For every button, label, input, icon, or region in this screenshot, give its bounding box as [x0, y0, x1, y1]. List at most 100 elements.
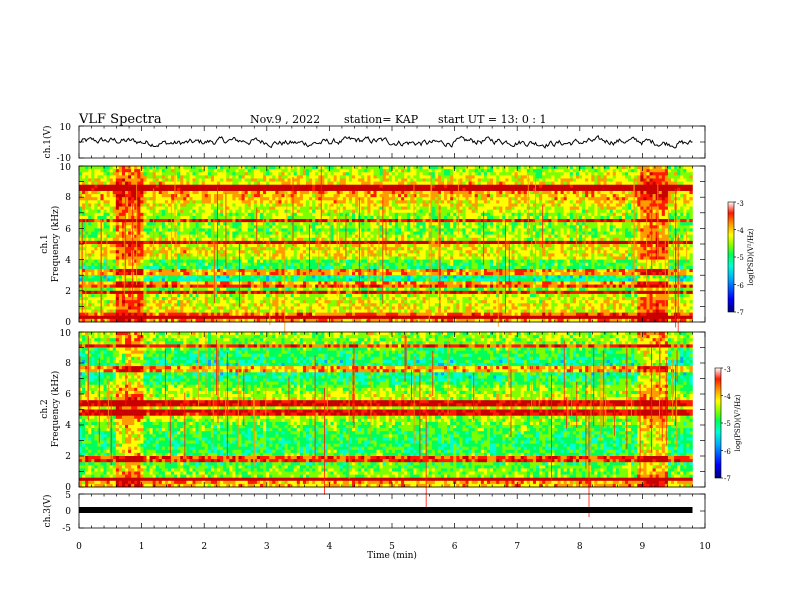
- spectrogram-cell: [486, 200, 491, 204]
- spectrogram-cell: [195, 197, 199, 201]
- spectrogram-cell: [548, 212, 552, 217]
- spectrogram-cell: [428, 225, 433, 229]
- spectrogram-cell: [263, 237, 267, 242]
- spectrogram-cell: [367, 219, 371, 223]
- spectrogram-cell: [407, 231, 411, 235]
- spectrogram-cell: [217, 206, 221, 210]
- spectrogram-cell: [664, 181, 669, 186]
- spectrogram-cell: [97, 237, 101, 242]
- spectrogram-cell: [628, 215, 632, 220]
- spectrogram-cell: [474, 175, 479, 179]
- spectrogram-cell: [103, 166, 107, 170]
- spectrogram-cell: [229, 169, 233, 173]
- spectrogram-cell: [566, 200, 571, 204]
- spectrogram-cell: [305, 209, 310, 214]
- spectrogram-cell: [207, 206, 212, 210]
- spectrogram-cell: [109, 172, 114, 176]
- spectrogram-cell: [542, 231, 546, 235]
- spectrogram-cell: [143, 240, 147, 245]
- spectrogram-cell: [272, 166, 276, 170]
- spectrogram-cell: [192, 228, 196, 232]
- spectrogram-cell: [615, 178, 620, 182]
- spectrogram-cell: [606, 225, 610, 229]
- spectrogram-cell: [201, 172, 206, 176]
- spectrogram-cell: [253, 166, 258, 170]
- spectrogram-cell: [88, 240, 92, 245]
- spectrogram-cell: [272, 209, 276, 214]
- spectrogram-cell: [235, 197, 239, 201]
- spectrogram-cell: [578, 200, 583, 204]
- spectrogram-cell: [486, 197, 491, 201]
- spectrogram-cell: [97, 181, 101, 186]
- spectrogram-cell: [502, 172, 506, 176]
- spectrogram-cell: [410, 215, 414, 220]
- spectrogram-cell: [259, 203, 264, 207]
- spectrogram-cell: [140, 197, 144, 201]
- spectrogram-cell: [180, 166, 184, 170]
- spectrogram-cell: [416, 190, 420, 195]
- spectrogram-cell: [453, 172, 457, 176]
- spectrogram-cell: [459, 200, 463, 204]
- spectrogram-cell: [336, 206, 341, 210]
- spectrogram-cell: [121, 231, 126, 235]
- spectrogram-cell: [149, 194, 153, 198]
- spectrogram-cell: [404, 225, 408, 229]
- spectrogram-cell: [266, 206, 270, 210]
- spectrogram-cell: [134, 184, 138, 189]
- spectrogram-cell: [100, 184, 104, 189]
- spectrogram-cell: [361, 225, 365, 229]
- spectrogram-cell: [309, 200, 313, 204]
- spectrogram-cell: [667, 212, 672, 217]
- spectrogram-cell: [241, 203, 245, 207]
- spectrogram-cell: [140, 194, 144, 198]
- spectrogram-cell: [259, 175, 264, 179]
- spectrogram-cell: [422, 209, 426, 214]
- spectrogram-cell: [615, 169, 620, 173]
- spectrogram-cell: [612, 172, 617, 176]
- spectrogram-cell: [450, 225, 454, 229]
- spectrogram-cell: [569, 169, 574, 173]
- spectrogram-cell: [302, 231, 307, 235]
- spectrogram-cell: [103, 206, 107, 210]
- spectrogram-cell: [606, 166, 610, 170]
- spectrogram-cell: [493, 178, 497, 182]
- spectrogram-cell: [686, 187, 690, 192]
- spectrogram-cell: [220, 237, 224, 242]
- spectrogram-cell: [232, 234, 236, 239]
- spectrogram-cell: [612, 228, 617, 232]
- spectrogram-cell: [312, 166, 316, 170]
- spectrogram-cell: [683, 169, 687, 173]
- spectrogram-cell: [250, 231, 255, 235]
- spectrogram-cell: [235, 172, 239, 176]
- spectrogram-cell: [171, 166, 175, 170]
- spectrogram-cell: [305, 215, 310, 220]
- spectrogram-cell: [229, 200, 233, 204]
- spectrogram-cell: [505, 225, 509, 229]
- spectrogram-cell: [637, 187, 641, 192]
- spectrogram-cell: [536, 234, 540, 239]
- spectrogram-cell: [361, 203, 365, 207]
- spectrogram-cell: [134, 215, 138, 220]
- spectrogram-cell: [440, 166, 445, 170]
- spectrogram-cell: [379, 215, 383, 220]
- spectrogram-cell: [631, 178, 635, 182]
- spectrogram-cell: [545, 203, 549, 207]
- spectrogram-cell: [683, 206, 687, 210]
- spectrogram-cell: [658, 234, 663, 239]
- spectrogram-cell: [404, 178, 408, 182]
- spectrogram-cell: [88, 190, 92, 195]
- spectrogram-cell: [296, 234, 301, 239]
- spectrogram-cell: [686, 175, 690, 179]
- spectrogram-cell: [370, 181, 374, 186]
- spectrogram-cell: [404, 175, 408, 179]
- spectrogram-cell: [88, 219, 92, 223]
- spectrogram-cell: [171, 175, 175, 179]
- spectrogram-cell: [465, 187, 469, 192]
- spectrogram-cell: [103, 184, 107, 189]
- spectrogram-cell: [594, 222, 598, 226]
- spectrogram-cell: [422, 237, 426, 242]
- spectrogram-cell: [637, 209, 641, 214]
- spectrogram-cell: [431, 222, 436, 226]
- spectrogram-cell: [640, 175, 644, 179]
- spectrogram-cell: [272, 187, 276, 192]
